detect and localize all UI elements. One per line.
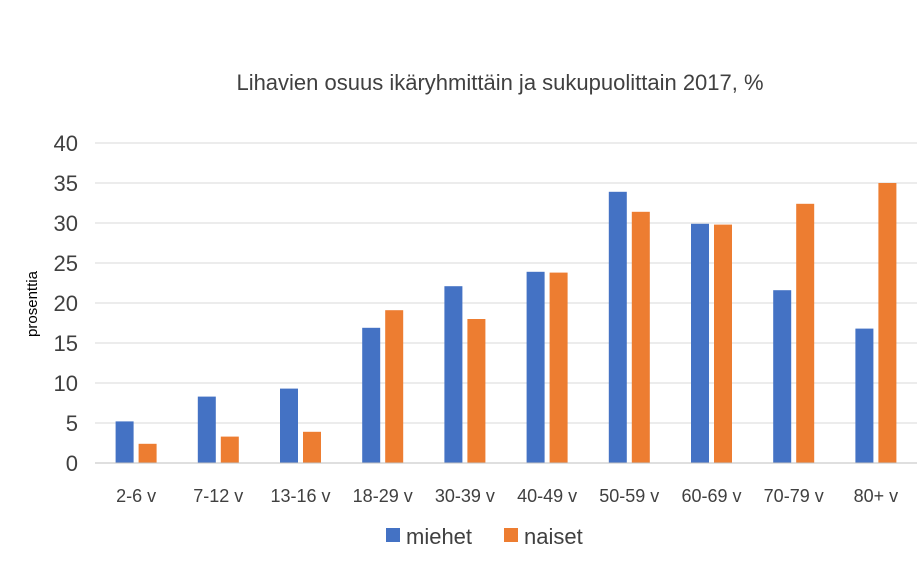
legend: miehet naiset	[386, 524, 583, 549]
y-tick-label: 40	[54, 131, 78, 156]
bar-naiset-7-12v	[220, 436, 239, 463]
x-tick-label: 13-16 v	[270, 486, 330, 506]
bar-miehet-80plusv	[855, 328, 874, 463]
y-tick-label: 0	[66, 451, 78, 476]
bars	[115, 183, 897, 464]
bar-naiset-13-16v	[303, 431, 321, 463]
chart-title: Lihavien osuus ikäryhmittäin ja sukupuol…	[236, 70, 764, 95]
x-tick-label: 18-29 v	[353, 486, 413, 506]
y-tick-label: 20	[54, 291, 78, 316]
x-tick-label: 40-49 v	[517, 486, 577, 506]
x-tick-label: 2-6 v	[116, 486, 156, 506]
y-tick-label: 5	[66, 411, 78, 436]
bar-naiset-18-29v	[385, 310, 404, 463]
x-tick-label: 70-79 v	[764, 486, 824, 506]
bar-miehet-2-6v	[115, 421, 134, 463]
bar-miehet-18-29v	[362, 327, 381, 463]
legend-label-miehet: miehet	[406, 524, 472, 549]
legend-swatch-naiset	[504, 528, 518, 542]
bar-naiset-60-69v	[714, 224, 732, 463]
gridlines	[95, 142, 917, 424]
bar-naiset-70-79v	[796, 203, 815, 464]
bar-naiset-50-59v	[631, 211, 650, 463]
bar-miehet-70-79v	[773, 290, 792, 463]
y-tick-label: 25	[54, 251, 78, 276]
y-tick-label: 35	[54, 171, 78, 196]
bar-naiset-40-49v	[549, 272, 568, 463]
x-tick-label: 60-69 v	[681, 486, 741, 506]
y-tick-label: 15	[54, 331, 78, 356]
bar-naiset-2-6v	[138, 443, 157, 463]
x-tick-labels: 2-6 v 7-12 v 13-16 v 18-29 v 30-39 v 40-49 v 5…	[116, 486, 898, 506]
bar-miehet-40-49v	[526, 271, 545, 463]
x-tick-label: 50-59 v	[599, 486, 659, 506]
bar-miehet-13-16v	[280, 388, 298, 463]
x-tick-label: 7-12 v	[193, 486, 243, 506]
bar-miehet-50-59v	[608, 191, 627, 464]
bar-miehet-7-12v	[197, 396, 216, 463]
x-tick-label: 80+ v	[854, 486, 899, 506]
legend-swatch-miehet	[386, 528, 400, 542]
y-tick-label: 10	[54, 371, 78, 396]
bar-naiset-30-39v	[467, 319, 486, 463]
x-tick-label: 30-39 v	[435, 486, 495, 506]
y-tick-labels: 0 5 10 15 20 25 30 35 40	[54, 131, 78, 476]
bar-naiset-80plusv	[878, 183, 897, 463]
y-tick-label: 30	[54, 211, 78, 236]
bar-miehet-60-69v	[691, 223, 709, 463]
legend-label-naiset: naiset	[524, 524, 583, 549]
bar-miehet-30-39v	[444, 286, 463, 463]
y-axis-label: prosenttia	[24, 270, 41, 337]
